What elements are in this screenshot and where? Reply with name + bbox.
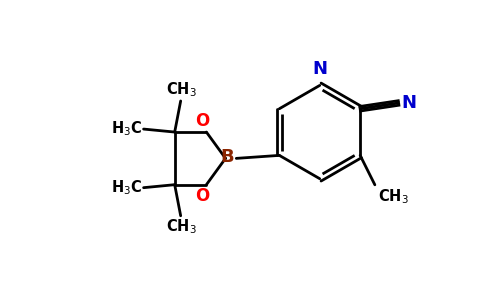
Text: O: O [195,112,210,130]
Text: CH$_3$: CH$_3$ [378,188,408,206]
Text: H$_3$C: H$_3$C [111,178,142,197]
Text: CH$_3$: CH$_3$ [166,80,197,99]
Text: H$_3$C: H$_3$C [111,120,142,138]
Text: O: O [195,187,210,205]
Text: N: N [402,94,417,112]
Text: N: N [312,60,327,78]
Text: CH$_3$: CH$_3$ [166,218,197,236]
Text: B: B [221,148,234,166]
